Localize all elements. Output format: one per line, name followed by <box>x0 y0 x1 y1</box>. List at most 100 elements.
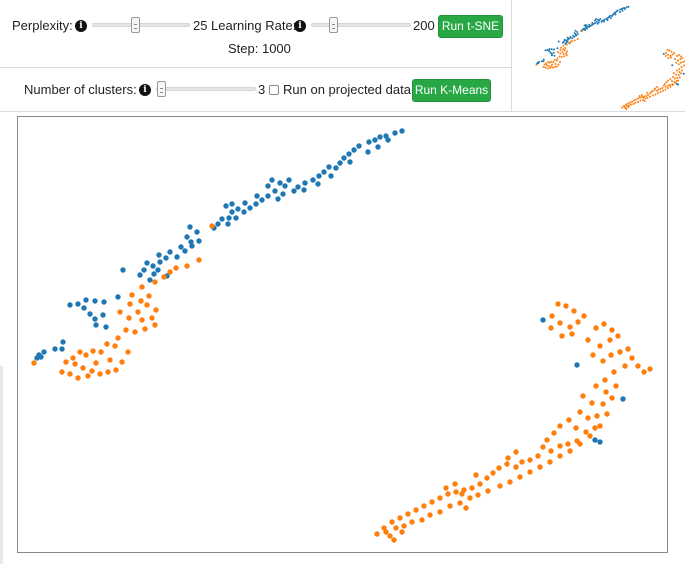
info-icon[interactable]: i <box>294 20 306 32</box>
scatter-point <box>397 515 403 521</box>
minimap-point <box>619 11 621 13</box>
minimap-point <box>586 25 589 28</box>
scatter-point <box>80 365 86 371</box>
minimap-point <box>559 61 561 63</box>
minimap-point <box>565 54 568 57</box>
minimap-point <box>543 63 546 66</box>
scatter-point <box>573 425 579 431</box>
minimap-point <box>659 91 662 93</box>
minimap-point <box>552 51 555 54</box>
scatter-point <box>607 337 613 343</box>
scatter-point <box>167 269 173 275</box>
minimap-point <box>674 58 676 60</box>
minimap-point <box>663 83 666 85</box>
scatter-point <box>574 362 580 368</box>
minimap-point <box>651 90 654 92</box>
minimap-point <box>594 22 596 24</box>
minimap-point <box>621 9 624 12</box>
scatter-point <box>557 453 563 459</box>
scatter-point <box>565 441 571 447</box>
minimap-point <box>559 49 562 51</box>
minimap-point <box>597 21 600 24</box>
clusters-slider[interactable] <box>156 81 256 97</box>
minimap-point <box>563 38 566 41</box>
minimap-point <box>548 48 551 50</box>
minimap-point <box>535 63 538 66</box>
scatter-point <box>144 260 150 266</box>
scatter-point <box>485 488 491 494</box>
scatter-point <box>138 298 144 304</box>
scatter-point <box>544 437 550 443</box>
scatter-point <box>125 349 131 355</box>
scatter-point <box>374 531 380 537</box>
minimap-point <box>648 92 651 95</box>
minimap-point <box>673 52 675 54</box>
info-icon[interactable]: i <box>75 20 87 32</box>
scatter-point <box>604 411 610 417</box>
scatter-point <box>126 315 132 321</box>
minimap-point <box>611 15 613 17</box>
minimap-point <box>603 18 606 21</box>
scatter-point <box>597 343 603 349</box>
scatter-point <box>83 297 89 303</box>
minimap-point <box>569 41 572 43</box>
slider-thumb-icon[interactable] <box>131 17 141 33</box>
minimap-point <box>574 29 577 32</box>
minimap-point <box>653 89 656 91</box>
scatter-point <box>152 279 158 285</box>
scatter-point <box>59 346 65 352</box>
minimap-point <box>597 18 599 21</box>
scatter-point <box>617 349 623 355</box>
minimap-point <box>542 60 545 63</box>
minimap-point <box>547 61 549 63</box>
minimap-point <box>664 88 667 91</box>
learning-rate-slider[interactable] <box>311 17 411 33</box>
minimap-point <box>556 57 559 60</box>
checkbox-icon[interactable] <box>269 85 279 95</box>
minimap-point <box>567 38 569 41</box>
run-kmeans-button[interactable]: Run K-Means <box>412 79 491 102</box>
minimap-point <box>547 65 550 67</box>
minimap-point <box>576 31 579 33</box>
scatter-point <box>301 187 307 193</box>
scatter-point <box>469 485 475 491</box>
minimap-point <box>603 20 605 23</box>
scatter-point <box>608 352 614 358</box>
slider-thumb-icon[interactable] <box>329 17 338 33</box>
scatter-point <box>184 234 190 240</box>
perplexity-slider[interactable] <box>92 17 190 33</box>
minimap-point <box>571 37 574 40</box>
scatter-point <box>52 346 58 352</box>
scatter-point <box>401 523 407 529</box>
scatter-point <box>178 244 184 250</box>
minimap-point <box>586 27 588 30</box>
minimap-point <box>672 84 674 86</box>
run-tsne-button[interactable]: Run t-SNE <box>438 15 503 38</box>
scatter-point <box>563 303 569 309</box>
scatter-point <box>60 339 66 345</box>
slider-thumb-icon[interactable] <box>157 81 166 97</box>
scatter-point <box>490 470 496 476</box>
scatter-point <box>81 305 87 311</box>
minimap-point <box>545 64 548 66</box>
minimap-point <box>627 102 629 105</box>
minimap-point <box>677 83 679 86</box>
scatter-point <box>597 439 603 445</box>
scatter-point <box>592 425 598 431</box>
scatter-point <box>139 284 145 290</box>
minimap-point <box>625 103 627 106</box>
minimap-point <box>657 92 659 95</box>
minimap-point <box>626 105 628 107</box>
minimap-point <box>546 49 549 51</box>
scatter-point <box>504 461 510 467</box>
scatter-point <box>603 389 609 395</box>
scatter-point <box>142 326 148 332</box>
minimap-point <box>557 63 560 66</box>
info-icon[interactable]: i <box>139 84 151 96</box>
scatter-point <box>594 413 600 419</box>
scatter-point <box>517 474 523 480</box>
scatter-point <box>463 505 469 511</box>
scatter-point <box>247 205 253 211</box>
minimap-point <box>633 99 635 102</box>
scatter-point <box>146 293 152 299</box>
